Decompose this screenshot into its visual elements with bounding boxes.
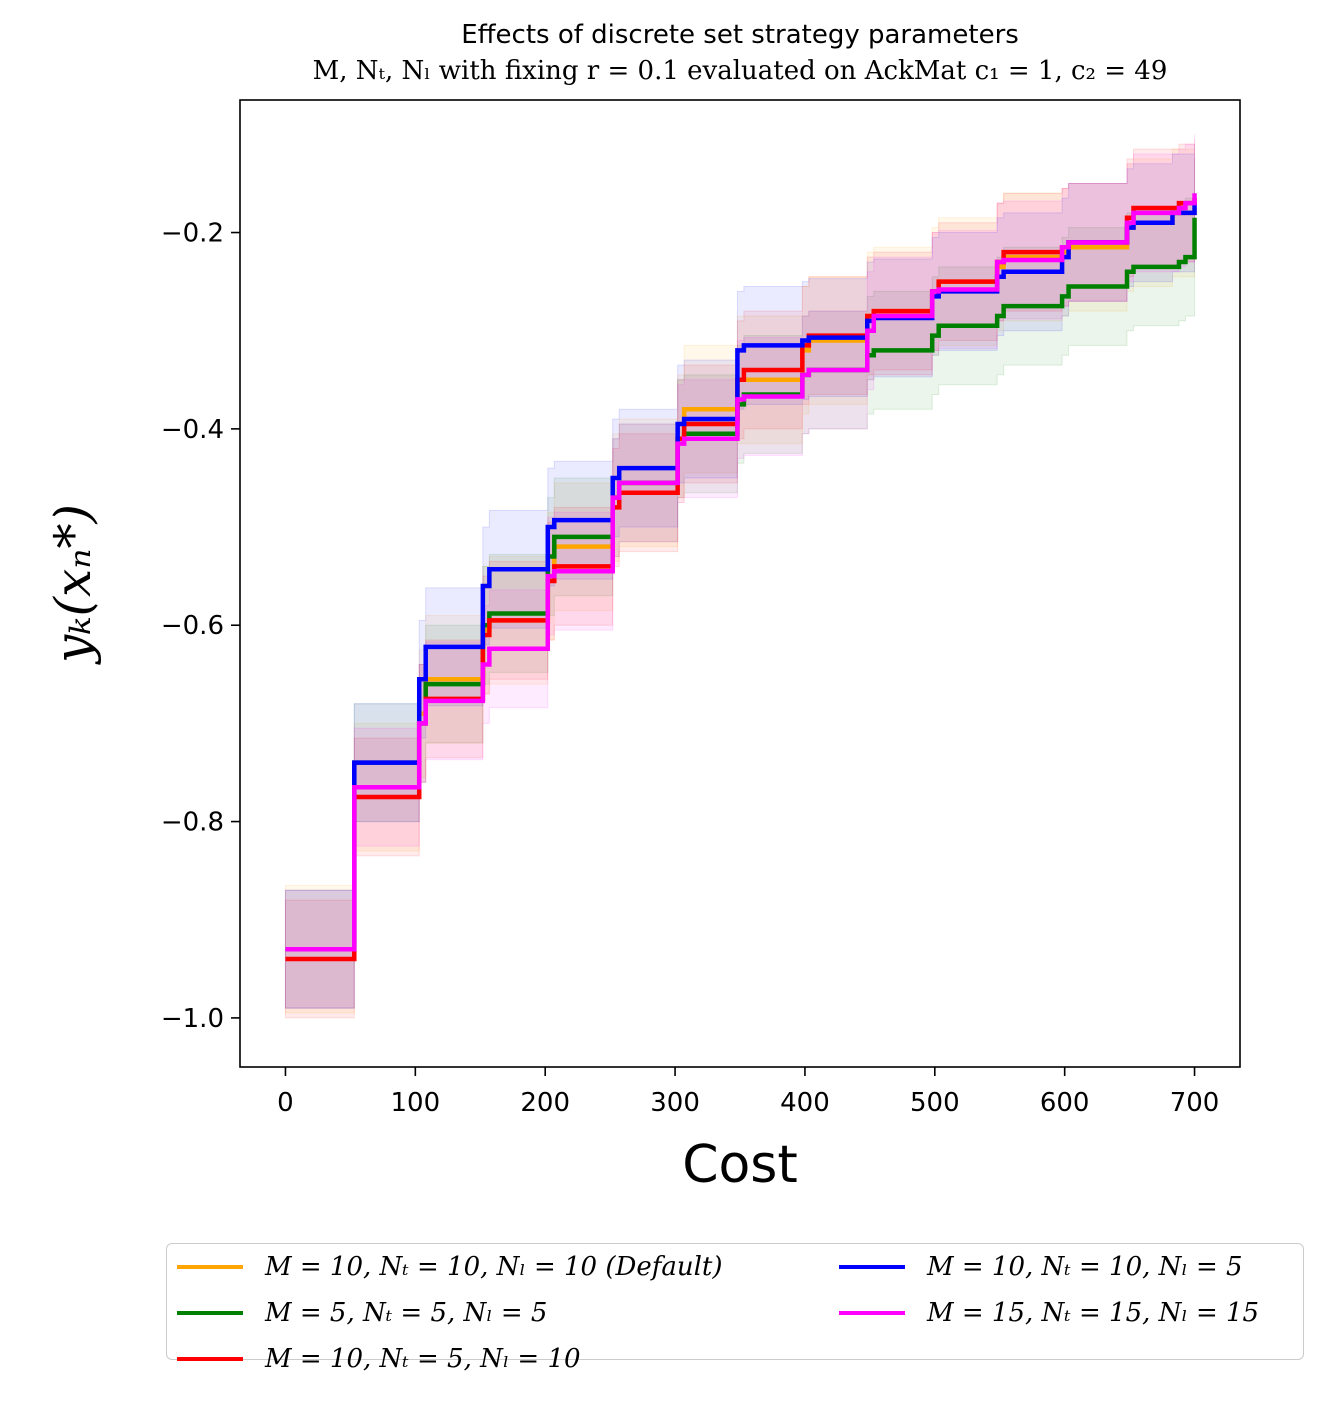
legend-item-m5: M = 5, Nₜ = 5, Nₗ = 5	[177, 1296, 547, 1330]
x-tick-label: 700	[1170, 1088, 1220, 1118]
plot-area	[284, 134, 1197, 1019]
x-axis-label: Cost	[682, 1135, 798, 1195]
x-tick-label: 400	[780, 1088, 830, 1118]
y-axis-label: yₖ(xₙ*)	[44, 504, 102, 665]
x-tick-label: 200	[520, 1088, 570, 1118]
band-series-0	[284, 144, 1196, 1014]
legend-swatch	[177, 1311, 243, 1315]
y-tick-label: −0.6	[161, 611, 224, 641]
legend-label: M = 10, Nₜ = 10, Nₗ = 10 (Default)	[265, 1252, 723, 1282]
y-tick-label: −0.2	[161, 219, 224, 249]
chart-title-line2: M, Nₜ, Nₗ with fixing r = 0.1 evaluated …	[312, 56, 1168, 86]
band-series-3	[284, 144, 1196, 1009]
x-tick-label: 100	[391, 1088, 441, 1118]
band-series-4	[284, 134, 1196, 1009]
y-tick-label: −0.4	[161, 415, 224, 445]
line-series-4	[285, 193, 1197, 952]
legend-swatch	[839, 1311, 905, 1315]
legend-label: M = 5, Nₜ = 5, Nₗ = 5	[265, 1298, 548, 1328]
line-series-3	[285, 203, 1197, 952]
axes-frame	[239, 99, 1241, 1068]
legend-swatch	[839, 1265, 905, 1269]
legend-label: M = 10, Nₜ = 5, Nₗ = 10	[265, 1344, 581, 1374]
legend-item-m10-nt5: M = 10, Nₜ = 5, Nₗ = 10	[177, 1342, 581, 1376]
legend-swatch	[177, 1265, 243, 1269]
legend: M = 10, Nₜ = 10, Nₗ = 10 (Default) M = 5…	[166, 1243, 1304, 1374]
legend-label: M = 10, Nₜ = 10, Nₗ = 5	[927, 1252, 1243, 1282]
y-tick-label: −0.8	[161, 808, 224, 838]
x-tick-label: 300	[650, 1088, 700, 1118]
legend-item-m10-nl5: M = 10, Nₜ = 10, Nₗ = 5	[839, 1250, 1243, 1284]
chart-title-line1: Effects of discrete set strategy paramet…	[461, 20, 1019, 50]
band-series-1	[284, 158, 1196, 1009]
x-tick-label: 600	[1040, 1088, 1090, 1118]
x-tick-label: 500	[910, 1088, 960, 1118]
legend-label: M = 15, Nₜ = 15, Nₗ = 15	[927, 1298, 1260, 1328]
legend-swatch	[177, 1357, 243, 1361]
legend-item-m15: M = 15, Nₜ = 15, Nₗ = 15	[839, 1296, 1259, 1330]
y-tick-label: −1.0	[161, 1004, 224, 1034]
legend-item-default: M = 10, Nₜ = 10, Nₗ = 10 (Default)	[177, 1250, 723, 1284]
x-tick-label: 0	[277, 1088, 294, 1118]
